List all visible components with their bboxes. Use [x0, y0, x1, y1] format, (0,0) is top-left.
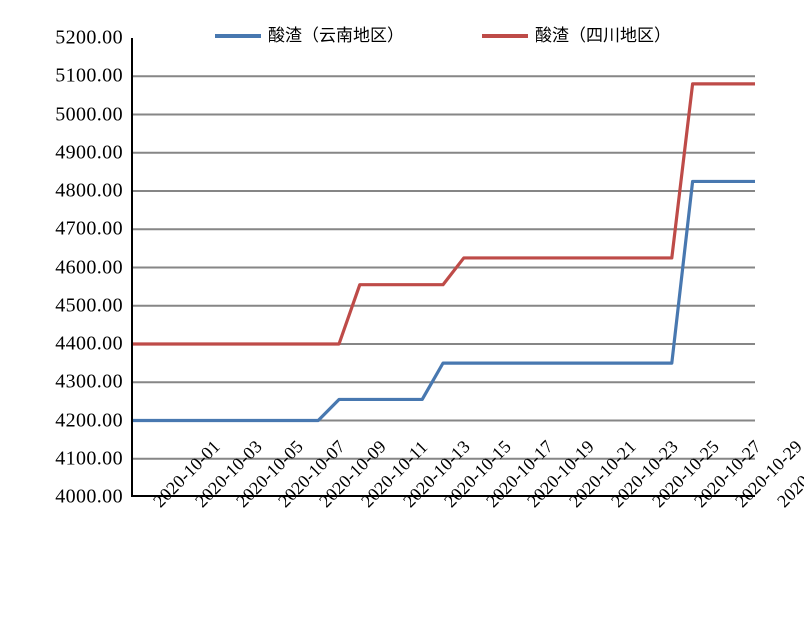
legend-label-yunnan: 酸渣（云南地区） — [268, 25, 404, 46]
y-axis-tick-label: 4800.00 — [55, 179, 123, 202]
series-line-yunnan — [131, 179, 755, 423]
chart-legend: 酸渣（云南地区） 酸渣（四川地区） — [131, 20, 755, 52]
plot-area — [131, 75, 755, 460]
legend-swatch-yunnan — [215, 34, 261, 38]
y-axis-tick-label: 4300.00 — [55, 370, 123, 393]
x-axis-labels: 2020-10-01 2020-10-03 2020-10-05 2020-10-07… — [0, 436, 804, 642]
legend-swatch-sichuan — [482, 34, 528, 38]
axis-frame — [131, 38, 755, 497]
y-axis-tick-label: 4100.00 — [55, 447, 123, 470]
y-axis-tick-label: 4200.00 — [55, 409, 123, 431]
y-axis-tick-label: 4700.00 — [55, 217, 123, 240]
y-axis-tick-label: 4400.00 — [55, 332, 123, 355]
y-axis-tick-label: 4500.00 — [55, 294, 123, 317]
series-lines — [131, 82, 755, 423]
y-axis-tick-label: 5100.00 — [55, 64, 123, 87]
y-axis-tick-label: 5000.00 — [55, 103, 123, 125]
y-axis-tick-label: 4000.00 — [55, 485, 123, 508]
series-line-sichuan — [131, 82, 755, 346]
legend-item-sichuan[interactable]: 酸渣（四川地区） — [482, 25, 671, 46]
legend-item-yunnan[interactable]: 酸渣（云南地区） — [215, 25, 404, 46]
y-axis-tick-label: 5200.00 — [55, 26, 123, 49]
legend-label-sichuan: 酸渣（四川地区） — [535, 25, 671, 46]
y-axis-labels: 5200.00 5100.00 5000.00 4900.00 4800.00 4700.… — [8, 27, 123, 508]
y-axis-tick-label: 4600.00 — [55, 256, 123, 278]
y-axis-tick-label: 4900.00 — [55, 141, 123, 164]
